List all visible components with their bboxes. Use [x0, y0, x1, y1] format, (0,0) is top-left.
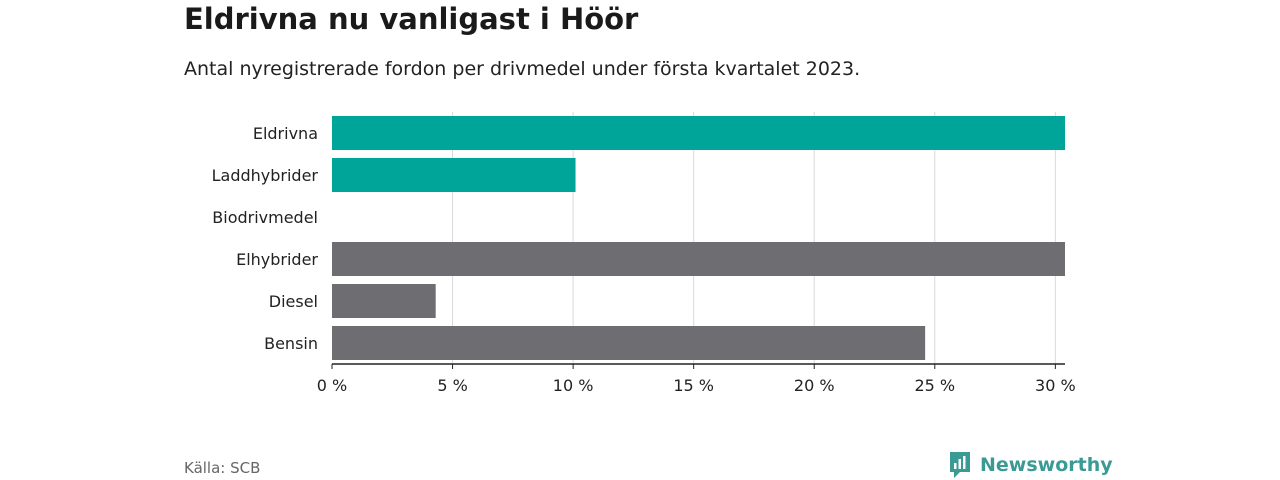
bar — [332, 284, 436, 318]
bar — [332, 158, 576, 192]
category-label: Elhybrider — [236, 250, 318, 269]
x-tick-label: 0 % — [317, 376, 347, 395]
category-label: Eldrivna — [253, 124, 318, 143]
bar-chart-logo-icon — [950, 452, 970, 478]
bar — [332, 326, 926, 360]
x-tick-label: 20 % — [794, 376, 835, 395]
brand-name: Newsworthy — [980, 454, 1113, 476]
category-label: Bensin — [264, 334, 318, 353]
x-tick-label: 15 % — [673, 376, 714, 395]
bar — [332, 242, 1065, 276]
chart-subtitle: Antal nyregistrerade fordon per drivmede… — [184, 58, 861, 80]
x-tick-label: 25 % — [914, 376, 955, 395]
x-tick-label: 5 % — [437, 376, 467, 395]
category-label: Diesel — [269, 292, 318, 311]
category-label: Biodrivmedel — [212, 208, 318, 227]
x-tick-label: 30 % — [1035, 376, 1076, 395]
category-label: Laddhybrider — [212, 166, 319, 185]
source-note: Källa: SCB — [184, 459, 261, 477]
chart-title: Eldrivna nu vanligast i Höör — [184, 2, 639, 36]
x-tick-label: 10 % — [553, 376, 594, 395]
bar — [332, 116, 1065, 150]
brand-logo: Newsworthy — [948, 450, 1113, 480]
